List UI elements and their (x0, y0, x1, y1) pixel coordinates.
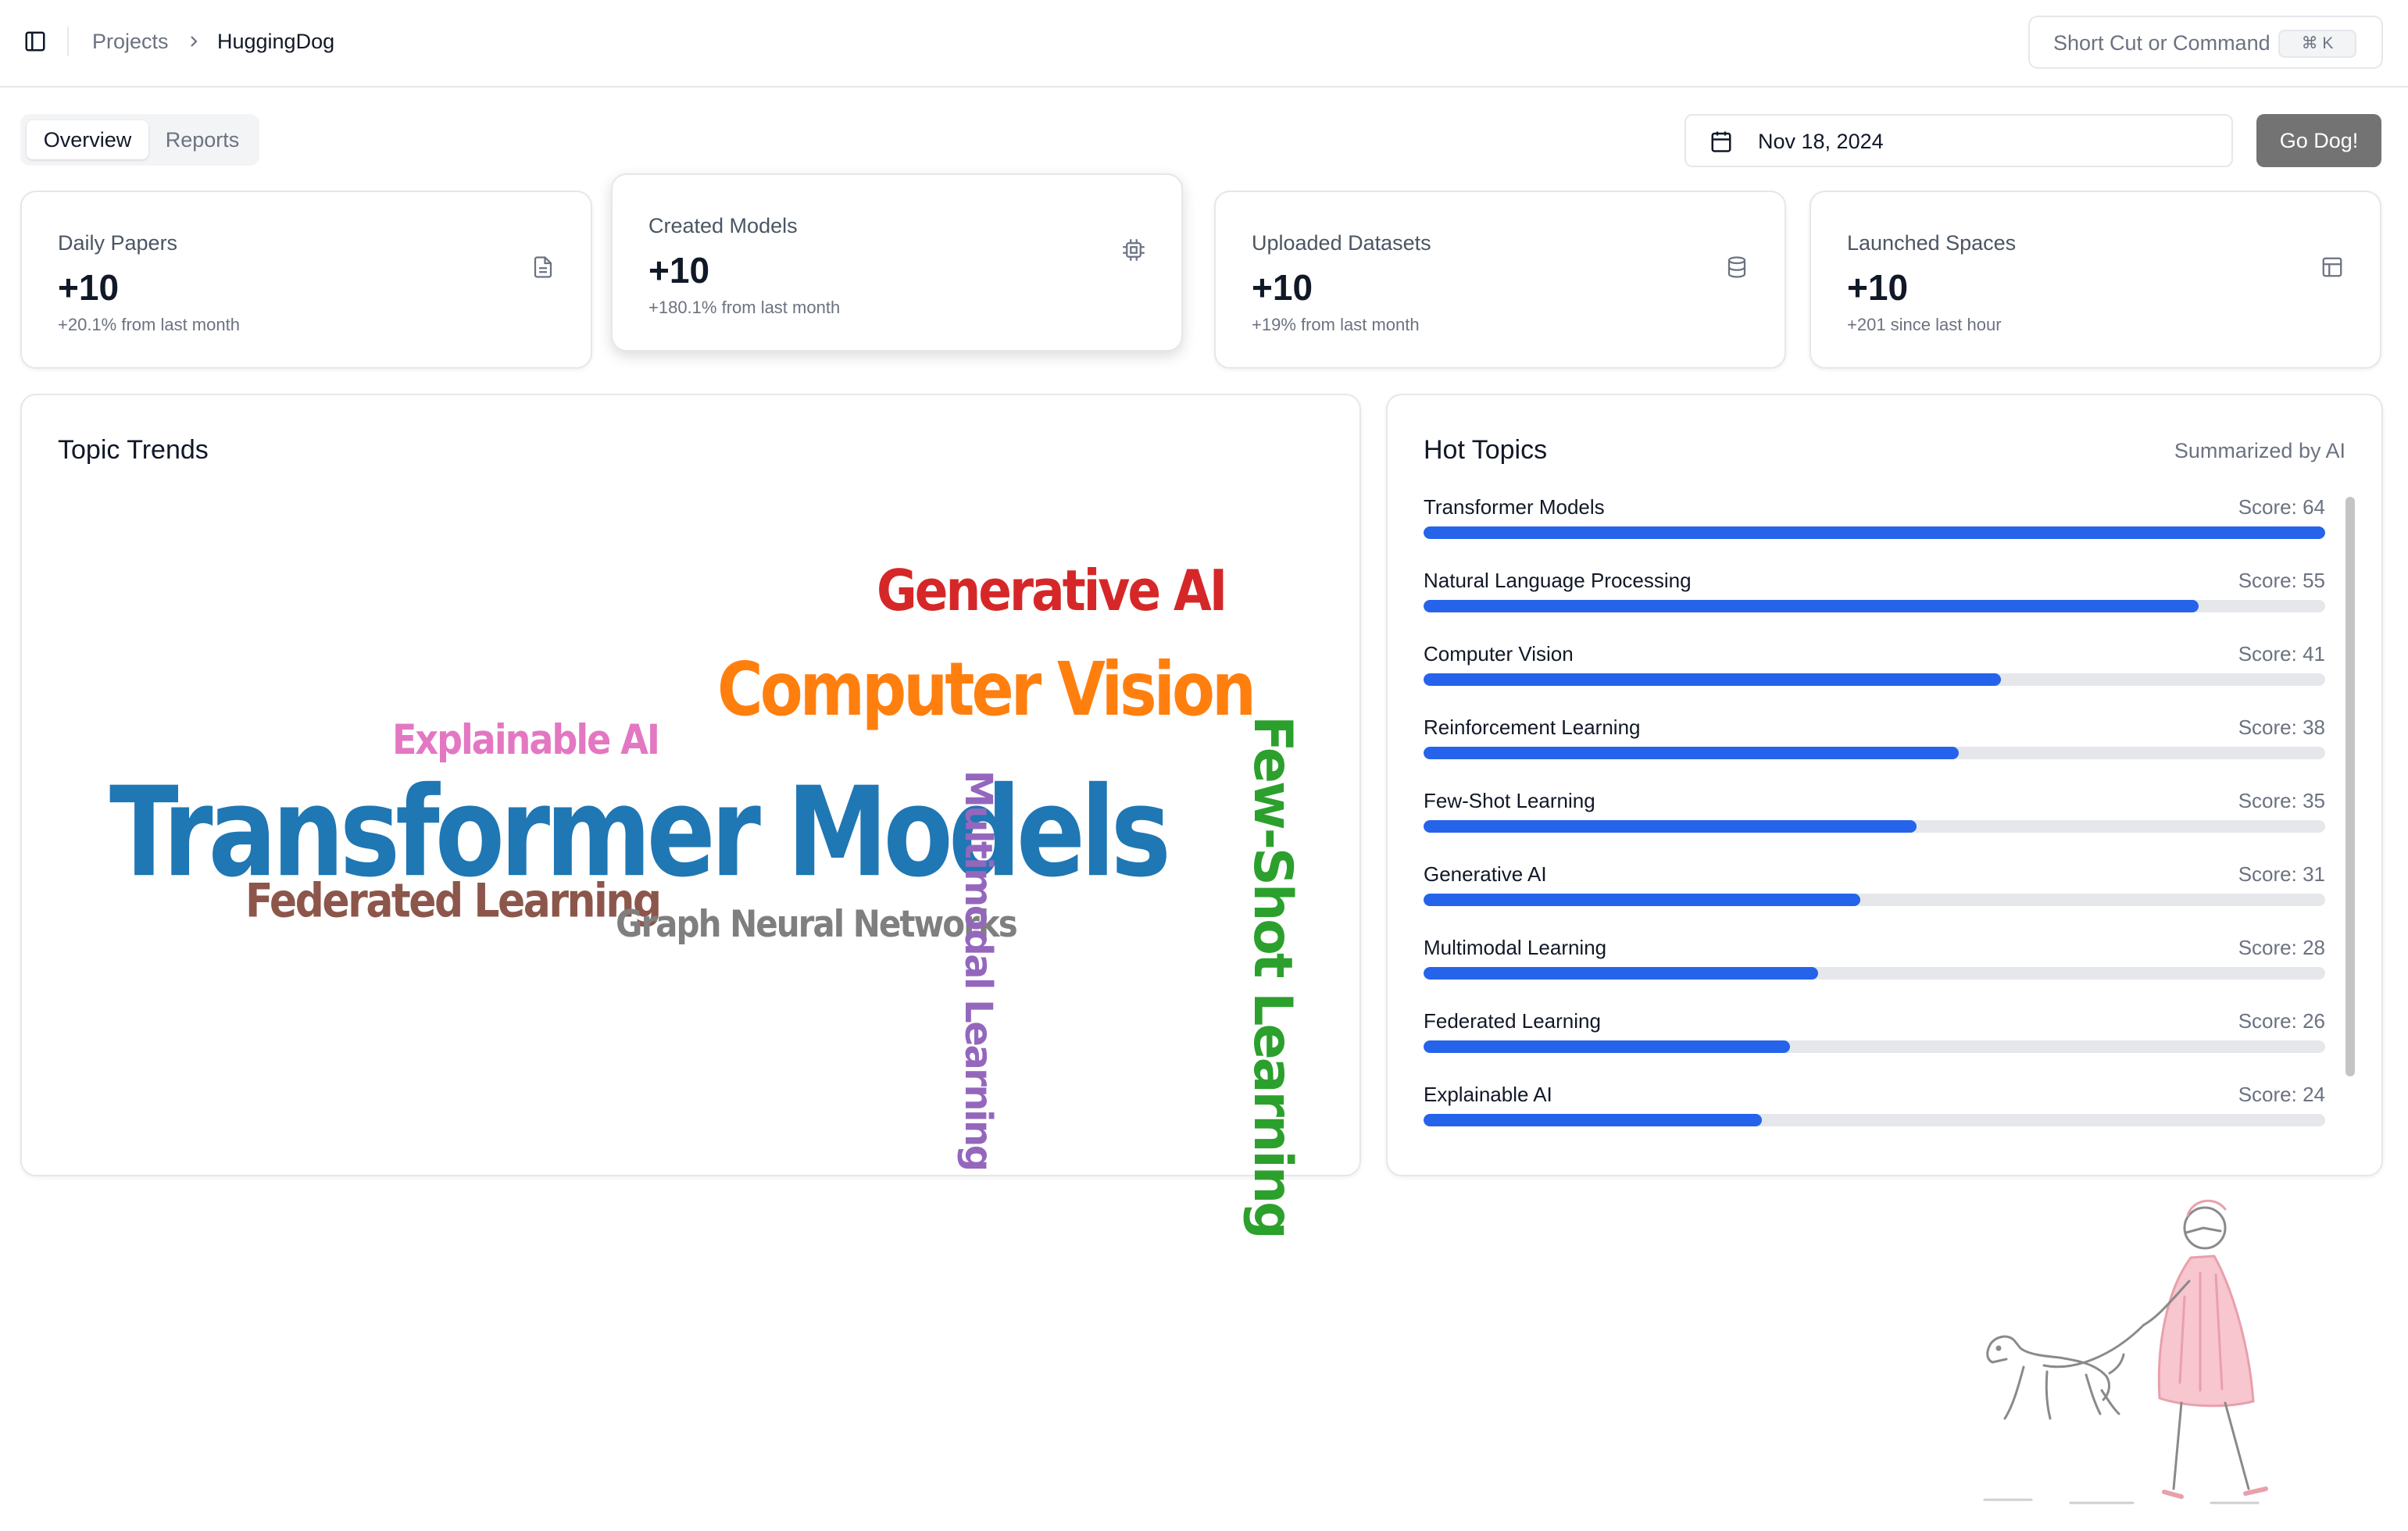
hot-topic-row: Explainable AI Score: 24 (1424, 1081, 2325, 1136)
topic-score: Score: 31 (2238, 862, 2325, 886)
word-multimodal-learning: Multimodal Learning (956, 770, 1000, 1170)
database-icon (1727, 256, 1746, 278)
stat-card-created-models: Created Models +10 +180.1% from last mon… (611, 173, 1183, 352)
hot-topic-row: Generative AI Score: 31 (1424, 861, 2325, 934)
stat-value: +10 (58, 267, 120, 308)
woman-walking-dog-illustration (1983, 1199, 2268, 1504)
calendar-icon (1711, 131, 1731, 152)
word-few-shot-learning: Few-Shot Learning (1242, 716, 1303, 1237)
hot-topic-row: Computer Vision Score: 41 (1424, 641, 2325, 714)
topic-score: Score: 24 (2238, 1083, 2325, 1106)
score-bar-fill (1424, 600, 2199, 612)
topic-score: Score: 28 (2238, 936, 2325, 959)
summarized-by-ai-note: Summarized by AI (2174, 439, 2345, 462)
stat-value: +10 (648, 250, 710, 291)
scrollbar[interactable] (2345, 497, 2355, 1076)
topic-score: Score: 26 (2238, 1009, 2325, 1033)
stat-change: +201 since last hour (1847, 315, 2002, 334)
topic-name: Multimodal Learning (1424, 936, 1607, 959)
stat-change: +180.1% from last month (648, 298, 841, 317)
hot-topics-panel: Hot Topics Summarized by AI Transformer … (1386, 394, 2383, 1176)
tab-reports[interactable]: Reports (165, 128, 240, 152)
tab-overview[interactable]: Overview (27, 120, 148, 159)
score-bar-fill (1424, 967, 1818, 980)
topic-name: Explainable AI (1424, 1083, 1552, 1106)
panel-title: Hot Topics (1424, 435, 1548, 465)
topic-name: Computer Vision (1424, 642, 1574, 666)
topic-name: Few-Shot Learning (1424, 789, 1595, 812)
score-bar-track (1424, 526, 2325, 539)
topic-name: Reinforcement Learning (1424, 716, 1641, 739)
word-explainable-ai: Explainable AI (392, 715, 660, 764)
score-bar-fill (1424, 894, 1860, 906)
hot-topic-row: Multimodal Learning Score: 28 (1424, 934, 2325, 1008)
topic-name: Transformer Models (1424, 495, 1605, 519)
score-bar-track (1424, 967, 2325, 980)
stat-label: Daily Papers (58, 231, 178, 255)
topic-name: Generative AI (1424, 862, 1547, 886)
shortcut-badge: ⌘ K (2278, 30, 2356, 58)
stat-label: Created Models (648, 214, 798, 237)
command-search-input[interactable]: Short Cut or Command ⌘ K (2028, 16, 2383, 69)
file-text-icon (534, 256, 552, 278)
stat-card-launched-spaces: Launched Spaces +10 +201 since last hour (1810, 191, 2381, 369)
stat-card-daily-papers: Daily Papers +10 +20.1% from last month (20, 191, 592, 369)
score-bar-fill (1424, 673, 2002, 686)
word-transformer-models: Transformer Models (109, 759, 1171, 905)
score-bar-fill (1424, 526, 2325, 539)
word-graph-neural-networks: Graph Neural Networks (616, 902, 1018, 946)
score-bar-track (1424, 1114, 2325, 1126)
score-bar-track (1424, 600, 2325, 612)
score-bar-track (1424, 673, 2325, 686)
view-tabs: Overview Reports (20, 114, 259, 166)
cpu-chip-icon (1123, 239, 1145, 261)
stat-value: +10 (1252, 267, 1313, 308)
panel-title: Topic Trends (58, 435, 209, 465)
stat-card-uploaded-datasets: Uploaded Datasets +10 +19% from last mon… (1214, 191, 1786, 369)
go-dog-button[interactable]: Go Dog! (2256, 114, 2381, 167)
hot-topic-row: Reinforcement Learning Score: 38 (1424, 714, 2325, 787)
stat-change: +20.1% from last month (58, 315, 240, 334)
hot-topic-row: Natural Language Processing Score: 55 (1424, 567, 2325, 641)
date-value: Nov 18, 2024 (1758, 130, 1884, 153)
topic-score: Score: 41 (2238, 642, 2325, 666)
score-bar-fill (1424, 820, 1917, 833)
layout-icon (2322, 257, 2342, 277)
hot-topic-row: Federated Learning Score: 26 (1424, 1008, 2325, 1081)
score-bar-track (1424, 894, 2325, 906)
topic-score: Score: 64 (2238, 495, 2325, 519)
score-bar-track (1424, 820, 2325, 833)
stat-change: +19% from last month (1252, 315, 1420, 334)
date-picker[interactable]: Nov 18, 2024 (1685, 114, 2233, 167)
stat-label: Launched Spaces (1847, 231, 2017, 255)
topic-trends-panel: Topic Trends Transformer Models Computer… (20, 394, 1361, 1237)
chevron-right-icon (191, 36, 198, 47)
divider (67, 27, 69, 56)
command-placeholder: Short Cut or Command (2053, 31, 2270, 55)
score-bar-fill (1424, 1114, 1762, 1126)
word-computer-vision: Computer Vision (717, 646, 1256, 733)
score-bar-track (1424, 747, 2325, 759)
topic-score: Score: 35 (2238, 789, 2325, 812)
score-bar-track (1424, 1040, 2325, 1053)
hot-topics-list[interactable]: Transformer Models Score: 64 Natural Langu… (1424, 494, 2325, 1136)
hot-topic-row: Few-Shot Learning Score: 35 (1424, 787, 2325, 861)
topic-name: Natural Language Processing (1424, 569, 1692, 592)
top-bar: Projects HuggingDog Short Cut or Command… (0, 0, 2408, 87)
sidebar-toggle-icon[interactable] (23, 30, 47, 53)
score-bar-fill (1424, 747, 1960, 759)
topic-score: Score: 55 (2238, 569, 2325, 592)
breadcrumb-current-page: HuggingDog (217, 30, 335, 53)
topic-name: Federated Learning (1424, 1009, 1601, 1033)
hot-topic-row: Transformer Models Score: 64 (1424, 494, 2325, 567)
stat-value: +10 (1847, 267, 1909, 308)
topic-score: Score: 38 (2238, 716, 2325, 739)
word-federated-learning: Federated Learning (245, 874, 662, 929)
breadcrumb-projects[interactable]: Projects (92, 30, 169, 53)
stat-label: Uploaded Datasets (1252, 231, 1431, 255)
score-bar-fill (1424, 1040, 1790, 1053)
word-generative-ai: Generative AI (877, 558, 1227, 624)
